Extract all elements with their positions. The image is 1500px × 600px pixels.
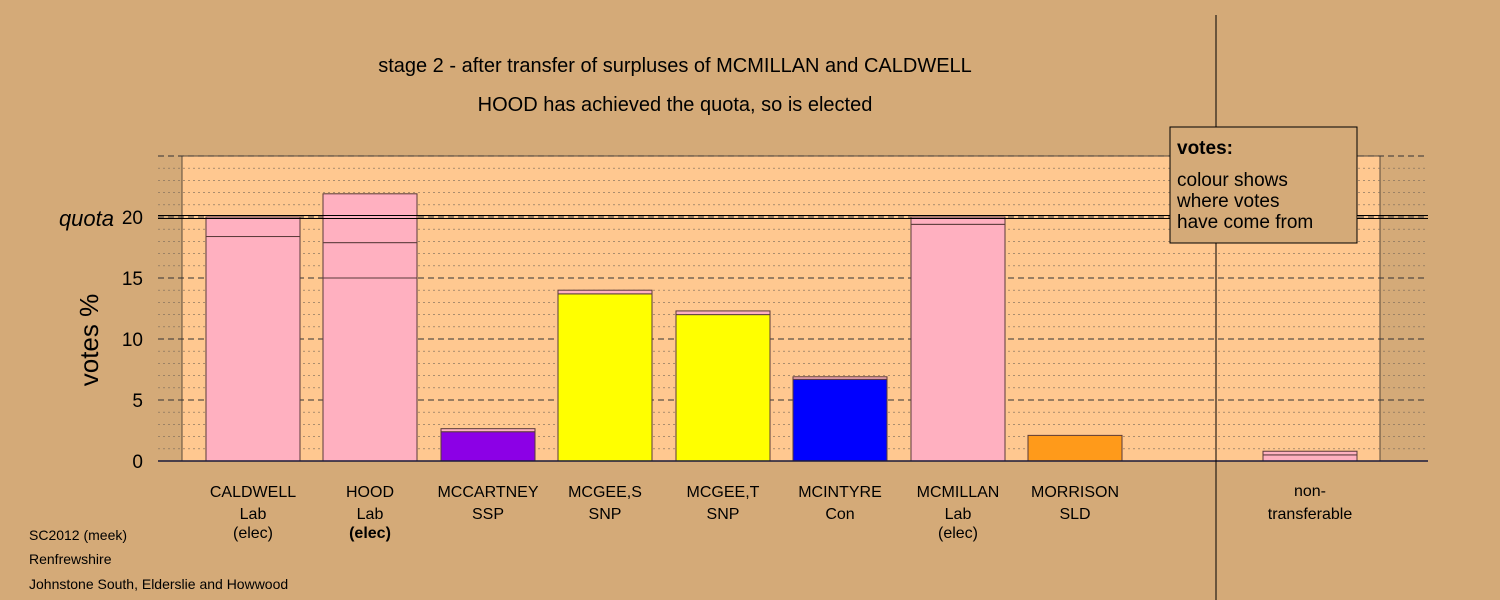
bar-segment — [1027, 434, 1123, 462]
category-status: (elec) — [938, 525, 978, 542]
bar-segment — [322, 242, 418, 279]
chart-subtitle: HOOD has achieved the quota, so is elect… — [478, 94, 873, 116]
category-name: MORRISON — [1031, 484, 1119, 501]
bar-segment — [675, 314, 771, 462]
nontransferable-label: non- — [1294, 483, 1326, 500]
labels: CALDWELL Lab (elec) HOOD Lab (elec) MCCARTNEY S… — [210, 483, 1352, 542]
category-status: (elec) — [233, 525, 273, 542]
nontransferable-label: transferable — [1268, 506, 1353, 523]
category-party: Lab — [357, 506, 384, 523]
category-party: Lab — [945, 506, 972, 523]
bar-segment — [205, 216, 301, 238]
category-party: SNP — [707, 506, 740, 523]
bar-segment — [910, 216, 1006, 225]
category-party: SNP — [589, 506, 622, 523]
legend-line: colour shows — [1177, 170, 1288, 191]
category-party: Con — [825, 506, 854, 523]
category-name: HOOD — [346, 484, 394, 501]
legend-title: votes: — [1177, 138, 1233, 159]
bar-segment — [440, 428, 536, 433]
quota-label: quota — [59, 206, 114, 231]
legend-line: where votes — [1176, 191, 1279, 212]
category-name: MCMILLAN — [917, 484, 1000, 501]
bar-segment — [557, 293, 653, 462]
category-party: SSP — [472, 506, 504, 523]
category-party: SLD — [1059, 506, 1090, 523]
legend-box — [1169, 126, 1358, 244]
category-name: MCGEE,S — [568, 484, 642, 501]
bar-segment — [910, 223, 1006, 462]
y-tick-label: 0 — [132, 452, 143, 473]
bars — [205, 193, 1358, 462]
bar-segment — [675, 310, 771, 316]
y-tick-label: 10 — [122, 330, 143, 351]
bar-segment — [322, 277, 418, 462]
y-axis-label: votes % — [74, 294, 104, 387]
footer-line-2: Renfrewshire — [29, 551, 112, 567]
category-name: MCGEE,T — [687, 484, 760, 501]
bar-segment — [205, 236, 301, 462]
legend-line: have come from — [1177, 212, 1313, 233]
bar-segment — [557, 289, 653, 295]
category-status: (elec) — [349, 525, 391, 542]
y-tick-label: 15 — [122, 269, 143, 290]
category-name: CALDWELL — [210, 484, 296, 501]
nontransferable-segment — [1262, 450, 1358, 456]
bar-segment — [792, 376, 888, 380]
bar-segment — [792, 378, 888, 462]
category-name: MCCARTNEY — [437, 484, 538, 501]
bar-segment — [440, 431, 536, 462]
category-name: MCINTYRE — [798, 484, 882, 501]
nontransferable-segment — [1262, 454, 1358, 462]
y-tick-label: 5 — [132, 391, 143, 412]
footer-line-3: Johnstone South, Elderslie and Howwood — [29, 576, 288, 592]
footer-line-1: SC2012 (meek) — [29, 527, 127, 543]
category-party: Lab — [240, 506, 267, 523]
legend: votes: colour shows where votes have com… — [1169, 126, 1358, 244]
y-tick-label: 20 — [122, 208, 143, 229]
chart-title: stage 2 - after transfer of surpluses of… — [378, 55, 972, 77]
